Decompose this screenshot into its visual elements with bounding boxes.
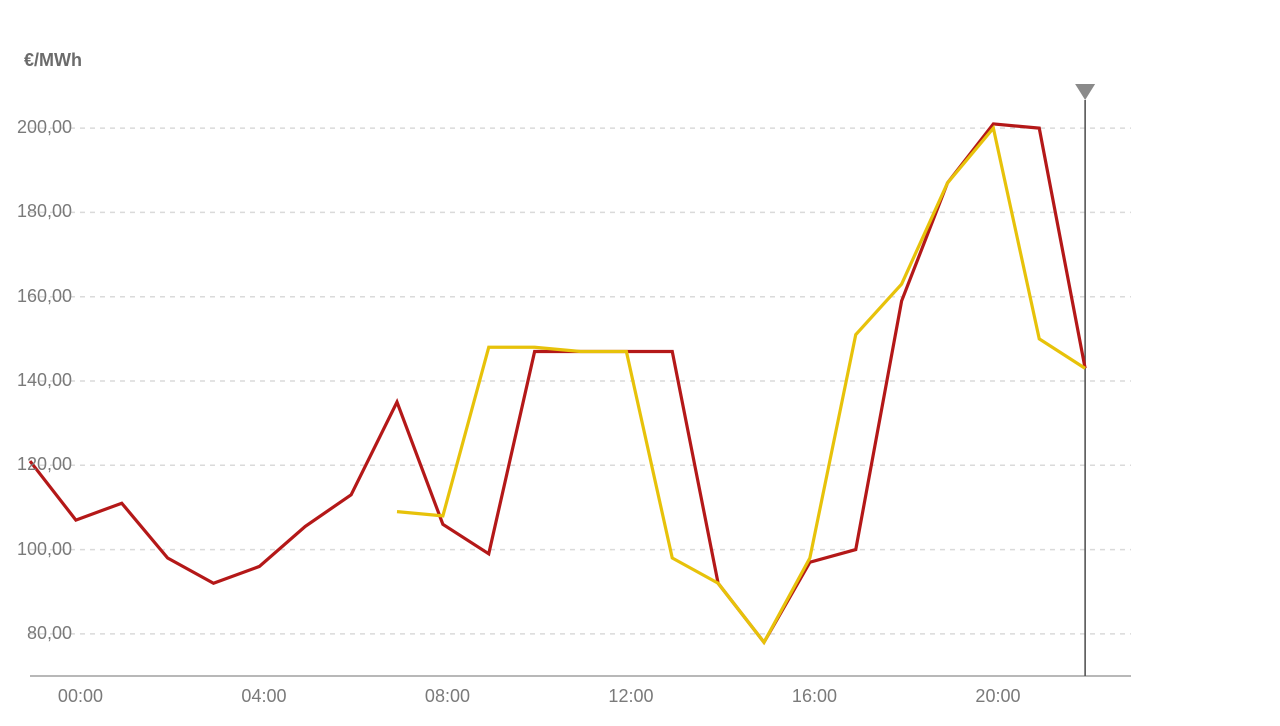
series-line-series-a bbox=[30, 124, 1085, 642]
x-tick-label: 04:00 bbox=[241, 686, 286, 707]
x-tick-label: 00:00 bbox=[58, 686, 103, 707]
y-tick-label: 180,00 bbox=[2, 201, 72, 222]
x-tick-label: 20:00 bbox=[975, 686, 1020, 707]
y-tick-label: 100,00 bbox=[2, 539, 72, 560]
x-tick-label: 08:00 bbox=[425, 686, 470, 707]
y-tick-label: 120,00 bbox=[2, 454, 72, 475]
y-tick-label: 160,00 bbox=[2, 286, 72, 307]
series-line-series-b bbox=[397, 128, 1085, 642]
y-tick-label: 140,00 bbox=[2, 370, 72, 391]
x-tick-label: 12:00 bbox=[608, 686, 653, 707]
y-tick-label: 200,00 bbox=[2, 117, 72, 138]
chart-svg bbox=[0, 0, 1280, 726]
cursor-marker-icon bbox=[1075, 84, 1095, 100]
x-tick-label: 16:00 bbox=[792, 686, 837, 707]
price-line-chart: €/MWh 80,00100,00120,00140,00160,00180,0… bbox=[0, 0, 1280, 726]
y-tick-label: 80,00 bbox=[2, 623, 72, 644]
